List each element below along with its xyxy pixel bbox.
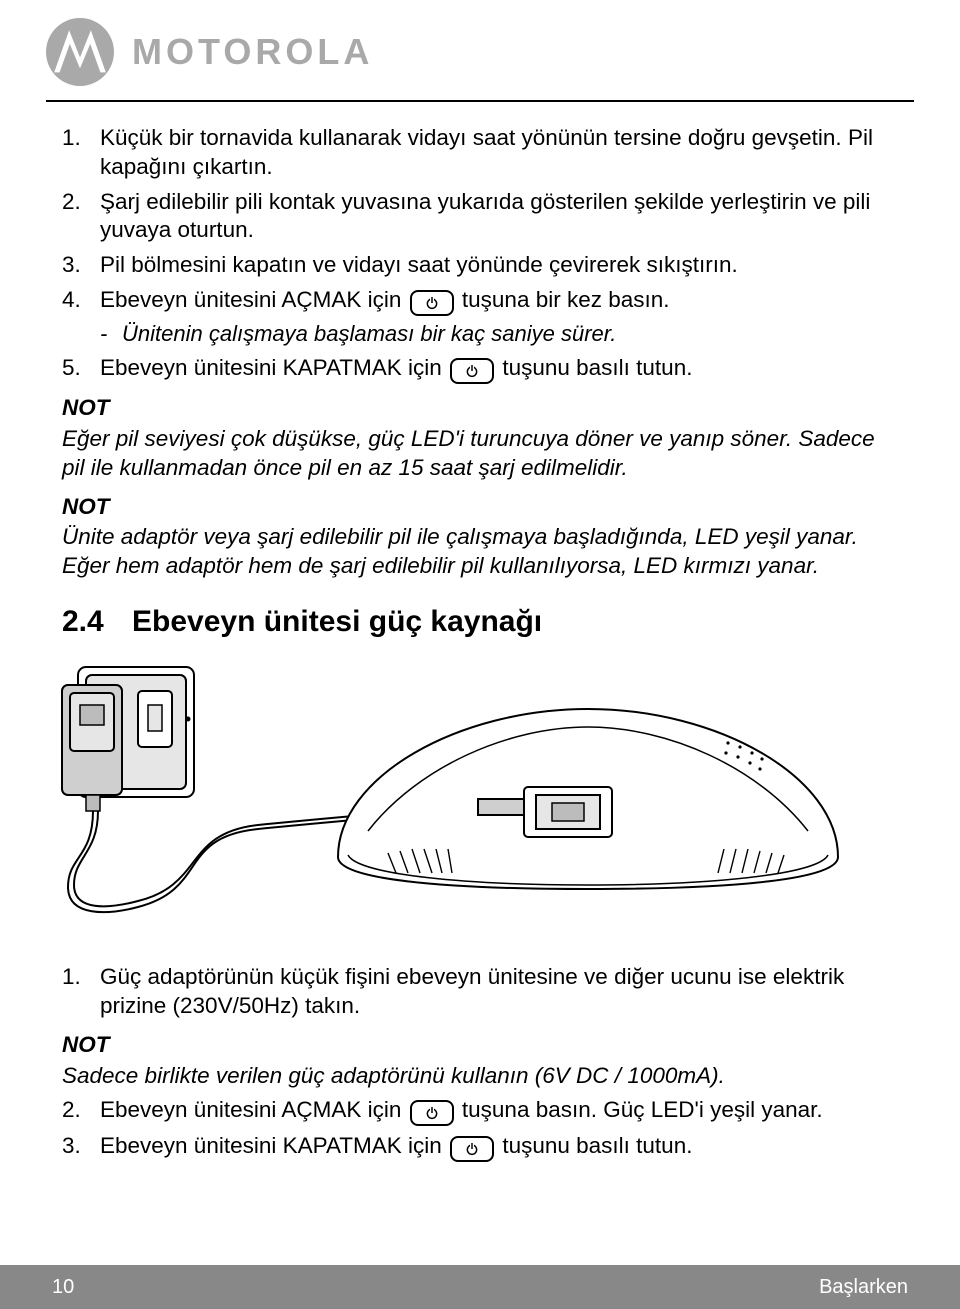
item-text-after: tuşunu basılı tutun. — [496, 1133, 692, 1158]
note-label: NOT — [62, 493, 898, 522]
sub-note: -Ünitenin çalışmaya başlaması bir kaç sa… — [100, 320, 898, 348]
page-footer: 10 Başlarken — [0, 1265, 960, 1309]
section-number: 2.4 — [62, 603, 132, 641]
item-number: 2. — [62, 1096, 100, 1126]
list-item: 1. Küçük bir tornavida kullanarak vidayı… — [62, 124, 898, 182]
power-button-icon — [410, 290, 454, 316]
note-label: NOT — [62, 394, 898, 423]
power-button-icon — [450, 358, 494, 384]
note-body: Eğer pil seviyesi çok düşükse, güç LED'i… — [62, 425, 898, 483]
item-text-after: tuşunu basılı tutun. — [496, 355, 692, 380]
note-body: Sadece birlikte verilen güç adaptörünü k… — [62, 1062, 898, 1091]
footer-section: Başlarken — [819, 1276, 908, 1299]
item-text-before: Ebeveyn ünitesini KAPATMAK için — [100, 1133, 448, 1158]
instruction-list-c: 2. Ebeveyn ünitesini AÇMAK için tuşuna b… — [62, 1096, 898, 1162]
list-item: 2. Ebeveyn ünitesini AÇMAK için tuşuna b… — [62, 1096, 898, 1126]
item-number: 3. — [62, 251, 100, 280]
item-text-before: Ebeveyn ünitesini AÇMAK için — [100, 1097, 408, 1122]
note-body: Ünite adaptör veya şarj edilebilir pil i… — [62, 523, 898, 581]
power-button-icon — [450, 1136, 494, 1162]
item-text-after: tuşuna basın. Güç LED'i yeşil yanar. — [456, 1097, 823, 1122]
list-item: 2. Şarj edilebilir pili kontak yuvasına … — [62, 188, 898, 246]
item-number: 5. — [62, 354, 100, 384]
page-number: 10 — [52, 1276, 74, 1299]
list-item: 4. Ebeveyn ünitesini AÇMAK için tuşuna b… — [62, 286, 898, 348]
item-number: 1. — [62, 124, 100, 182]
item-text-before: Ebeveyn ünitesini KAPATMAK için — [100, 355, 448, 380]
list-item: 3. Ebeveyn ünitesini KAPATMAK için tuşun… — [62, 1132, 898, 1162]
power-button-icon — [410, 1100, 454, 1126]
brand-wordmark: MOTOROLA — [132, 31, 373, 73]
item-text: Güç adaptörünün küçük fişini ebeveyn üni… — [100, 963, 898, 1021]
page-content: 1. Küçük bir tornavida kullanarak vidayı… — [0, 102, 960, 1162]
note-label: NOT — [62, 1031, 898, 1060]
section-title: Ebeveyn ünitesi güç kaynağı — [132, 603, 542, 641]
item-text-before: Ebeveyn ünitesini AÇMAK için — [100, 287, 408, 312]
list-item: 5. Ebeveyn ünitesini KAPATMAK için tuşun… — [62, 354, 898, 384]
item-number: 2. — [62, 188, 100, 246]
instruction-list-a: 1. Küçük bir tornavida kullanarak vidayı… — [62, 124, 898, 384]
page-header: MOTOROLA — [0, 0, 960, 86]
item-text: Şarj edilebilir pili kontak yuvasına yuk… — [100, 188, 898, 246]
item-text: Pil bölmesini kapatın ve vidayı saat yön… — [100, 251, 898, 280]
list-item: 3. Pil bölmesini kapatın ve vidayı saat … — [62, 251, 898, 280]
item-number: 4. — [62, 286, 100, 348]
item-number: 3. — [62, 1132, 100, 1162]
section-heading: 2.4 Ebeveyn ünitesi güç kaynağı — [62, 603, 898, 641]
item-number: 1. — [62, 963, 100, 1021]
instruction-list-b: 1. Güç adaptörünün küçük fişini ebeveyn … — [62, 963, 898, 1021]
item-text: Küçük bir tornavida kullanarak vidayı sa… — [100, 124, 898, 182]
power-adapter-figure — [38, 657, 898, 945]
item-text-after: tuşuna bir kez basın. — [456, 287, 670, 312]
motorola-logo-icon — [46, 18, 114, 86]
list-item: 1. Güç adaptörünün küçük fişini ebeveyn … — [62, 963, 898, 1021]
